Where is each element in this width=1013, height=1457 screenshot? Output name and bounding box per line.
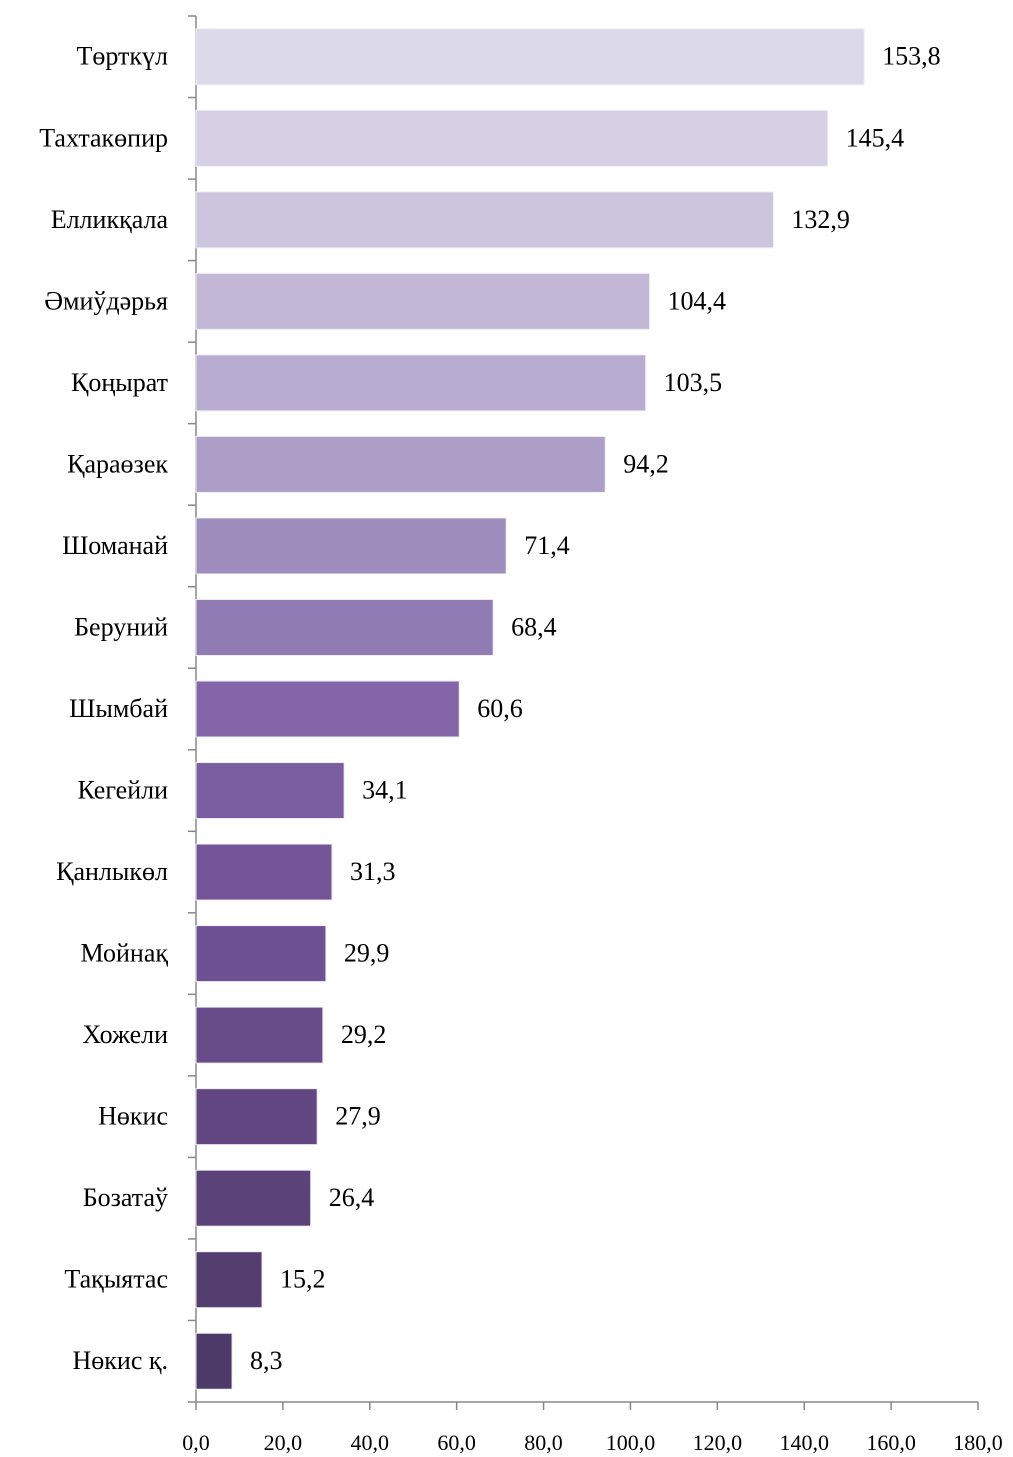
bar [195,517,507,575]
x-tick-label: 100,0 [606,1430,656,1455]
bar [195,28,865,86]
value-label: 8,3 [250,1346,283,1375]
value-label: 68,4 [511,612,557,641]
value-label: 29,2 [341,1020,387,1049]
bar [195,762,345,820]
value-label: 145,4 [846,123,905,152]
y-tick-label: Тақыятас [64,1265,168,1294]
y-tick-label: Әмиўдәрья [44,286,168,315]
x-tick-label: 40,0 [351,1430,390,1455]
y-tick-label: Нөкис [98,1102,168,1131]
bar [195,1088,318,1146]
y-tick-label: Бозатаў [83,1183,168,1212]
value-label: 15,2 [280,1265,326,1294]
x-tick-label: 60,0 [437,1430,476,1455]
bar [195,272,651,330]
x-tick-label: 20,0 [264,1430,303,1455]
value-label: 103,5 [664,368,723,397]
bar [195,843,333,901]
y-tick-label: Кегейли [77,775,168,804]
value-label: 26,4 [329,1183,375,1212]
x-tick-label: 180,0 [953,1430,1003,1455]
y-tick-label: Шымбай [69,694,168,723]
y-tick-label: Қараөзек [67,449,168,478]
x-tick-label: 120,0 [693,1430,743,1455]
y-tick-label: Шоманай [62,531,168,560]
value-label: 94,2 [623,449,669,478]
x-tick-label: 140,0 [779,1430,829,1455]
y-tick-label: Төрткүл [76,42,168,71]
bar [195,680,460,738]
value-label: 132,9 [791,205,850,234]
x-tick-label: 160,0 [866,1430,916,1455]
value-label: 29,9 [344,939,390,968]
y-tick-label: Хожели [82,1020,168,1049]
y-tick-label: Мойнақ [81,939,169,968]
value-label: 31,3 [350,857,396,886]
y-tick-label: Тахтакөпир [39,123,168,152]
y-tick-label: Қоңырат [71,368,168,397]
bar [195,598,494,656]
y-tick-label: Қанлыкөл [56,857,168,886]
value-label: 153,8 [882,42,941,71]
bar [195,435,606,493]
value-label: 104,4 [668,286,727,315]
y-tick-label: Елликқала [51,205,169,234]
y-tick-label: Беруний [74,612,168,641]
value-label: 60,6 [477,694,522,723]
bar [195,1006,324,1064]
bar [195,1332,233,1390]
value-label: 27,9 [335,1102,381,1131]
value-label: 71,4 [524,531,570,560]
bar [195,1169,312,1227]
x-tick-label: 80,0 [524,1430,563,1455]
bar [195,1251,263,1309]
y-tick-label: Нөкис қ. [73,1346,169,1375]
bar [195,191,774,249]
bar [195,354,647,412]
value-label: 34,1 [362,775,408,804]
bar [195,925,327,983]
x-tick-label: 0,0 [182,1430,210,1455]
bar [195,109,829,167]
